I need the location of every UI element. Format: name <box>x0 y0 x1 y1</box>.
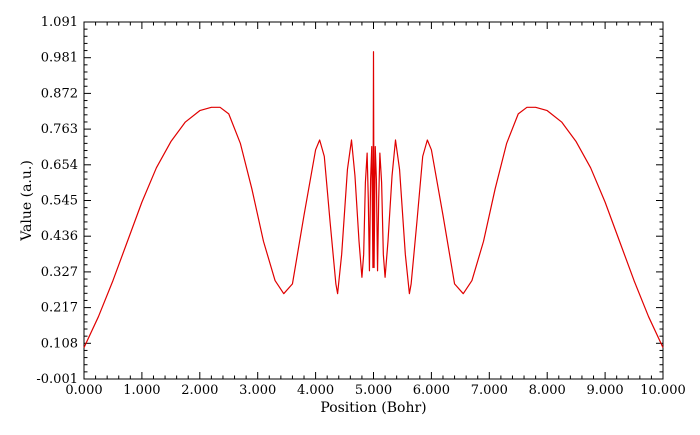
x-tick-label: 5.000 <box>355 383 392 398</box>
y-tick-label: 0.436 <box>41 229 78 244</box>
series-layer <box>83 51 664 348</box>
y-tick-label: 0.217 <box>41 301 78 316</box>
x-tick-label: 4.000 <box>297 383 334 398</box>
x-tick-label: 3.000 <box>239 383 276 398</box>
x-tick-label: 6.000 <box>413 383 450 398</box>
x-axis-ticks: 0.000 1.000 2.000 3.000 4.000 5.000 6.000 7.000… <box>65 22 686 398</box>
y-tick-label: 0.654 <box>41 158 78 173</box>
x-tick-label: 7.000 <box>471 383 508 398</box>
x-tick-label: 1.000 <box>123 383 160 398</box>
x-tick-label: 2.000 <box>181 383 218 398</box>
y-axis-title: Value (a.u.) <box>19 160 35 242</box>
y-tick-label: 0.763 <box>41 122 78 137</box>
y-tick-label: -0.001 <box>36 372 78 387</box>
y-tick-label: 0.981 <box>41 51 78 66</box>
series-line-1 <box>83 51 664 348</box>
y-tick-label: 0.108 <box>41 336 78 351</box>
y-tick-label: 0.327 <box>41 265 78 280</box>
x-tick-label: 8.000 <box>529 383 566 398</box>
y-tick-label: 0.872 <box>41 86 78 101</box>
x-tick-label: 0.000 <box>65 383 102 398</box>
x-tick-label: 9.000 <box>586 383 623 398</box>
x-tick-label: 10.000 <box>640 383 686 398</box>
y-axis-ticks: -0.001 0.108 0.217 0.327 0.436 0.545 0.654 0.76… <box>36 15 663 387</box>
x-axis-title: Position (Bohr) <box>320 400 426 416</box>
y-tick-label: 0.545 <box>41 194 78 209</box>
y-tick-label: 1.091 <box>41 15 78 30</box>
